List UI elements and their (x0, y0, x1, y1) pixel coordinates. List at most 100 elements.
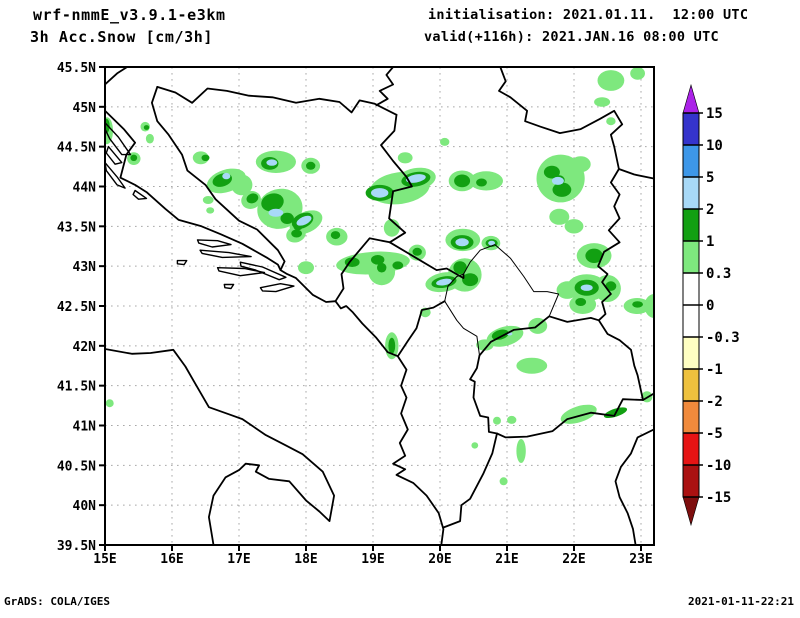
colorbar-arrow-top (682, 83, 700, 114)
coastline (614, 428, 654, 545)
valid-time-label: valid(+116h): 2021.JAN.16 08:00 UTC (424, 29, 719, 45)
snow-blob-light (516, 439, 526, 463)
snow-blob-light (499, 477, 508, 486)
snow-blob-dark (306, 161, 316, 170)
colorbar-label: 5 (706, 170, 714, 186)
snow-blob-heavy (296, 215, 312, 226)
colorbar-segment (683, 145, 699, 177)
snow-blob-light (560, 404, 597, 424)
island-outline (132, 189, 148, 200)
snow-blob-dark (388, 337, 396, 354)
snow-blob-dark (575, 298, 587, 306)
x-tick-label: 15E (93, 552, 116, 567)
colorbar-segment (683, 433, 699, 465)
colorbar-segment (683, 305, 699, 337)
snow-blob-light (105, 399, 114, 408)
snow-blob-dark (261, 193, 284, 212)
y-tick-label: 42.5N (57, 300, 96, 315)
y-tick-label: 45N (73, 101, 97, 116)
snow-blob-light (597, 70, 625, 91)
snow-blob-heavy (406, 174, 426, 183)
colorbar-segment (683, 209, 699, 241)
snow-blob-heavy (266, 159, 278, 166)
island-outline (105, 122, 132, 156)
snow-blob-dark (280, 212, 294, 224)
snow-blob-dark (476, 178, 487, 187)
colorbar: 15 10 5 2 1 0.3 0 -0.3 -1 -2 -5 -10 -15 (682, 83, 740, 527)
y-tick-label: 42N (73, 340, 97, 355)
field-title: 3h Acc.Snow [cm/3h] (30, 28, 213, 46)
island-outline (223, 283, 235, 290)
y-tick-label: 40.5N (57, 459, 96, 474)
country-border (396, 300, 446, 358)
country-border (380, 113, 413, 244)
country-border (156, 86, 398, 116)
coastline (105, 109, 445, 545)
country-border (498, 67, 624, 170)
snow-blob-heavy (268, 208, 284, 217)
snow-blob-light (440, 137, 450, 146)
island-outline (176, 259, 188, 266)
country-border (151, 86, 286, 271)
thin-border (444, 300, 480, 356)
snow-blob-light (231, 174, 253, 196)
colorbar-segment (683, 401, 699, 433)
snow-blob-heavy-layer (222, 159, 593, 336)
colorbar-label: -1 (706, 362, 723, 378)
snow-blob-light (471, 442, 479, 449)
y-tick-label: 44N (73, 180, 97, 195)
snow-blob-dark (491, 329, 509, 340)
y-tick-label: 43.5N (57, 220, 96, 235)
snow-blob-dark (371, 254, 385, 265)
snow-blob-heavy (580, 284, 593, 291)
colorbar-label: 15 (706, 106, 723, 122)
colorbar-label: -15 (706, 490, 731, 506)
snow-blob-dark (552, 182, 572, 197)
x-tick-label: 21E (495, 552, 518, 567)
country-border (597, 168, 621, 322)
snow-blob-dark (291, 229, 302, 238)
y-tick-label: 39.5N (57, 539, 96, 554)
colorbar-label: 0 (706, 298, 714, 314)
snow-blob-heavy (455, 238, 469, 247)
island-outline (239, 261, 287, 281)
y-tick-label: 40N (73, 499, 97, 514)
colorbar-label: -10 (706, 458, 731, 474)
snow-blob-light (564, 219, 584, 234)
y-tick-label: 44.5N (57, 141, 96, 156)
snow-blob-dark (632, 301, 643, 308)
snow-blob-light (298, 261, 314, 275)
island-outline (216, 267, 266, 277)
colorbar-segment (683, 369, 699, 401)
x-tick-label: 17E (227, 552, 250, 567)
country-border (334, 237, 391, 303)
x-tick-label: 19E (361, 552, 384, 567)
snow-blob-dark (462, 273, 479, 287)
island-outline (259, 283, 295, 293)
colorbar-segment (683, 465, 699, 497)
snow-blob-dark (585, 248, 603, 263)
colorbar-label: 1 (706, 234, 714, 250)
country-border (105, 67, 128, 86)
snow-shading (105, 67, 654, 486)
colorbar-segment (683, 241, 699, 273)
colorbar-label: -2 (706, 394, 723, 410)
snow-blob-heavy (488, 240, 495, 246)
colorbar-label: 0.3 (706, 266, 731, 282)
snow-blob-heavy (222, 172, 231, 180)
snow-blob-light (606, 117, 616, 126)
snow-blob-light (594, 97, 611, 107)
snow-blob-dark (392, 261, 404, 270)
snow-blob-heavy (551, 176, 564, 185)
colorbar-label: -0.3 (706, 330, 740, 346)
snow-blob-light (397, 152, 413, 164)
x-tick-label: 20E (428, 552, 451, 567)
snow-blob-light (192, 151, 209, 165)
snow-blob-light (549, 208, 570, 225)
country-border (642, 392, 654, 401)
snow-blob-light (630, 67, 645, 80)
colorbar-label: 10 (706, 138, 723, 154)
snow-blob-dark (130, 154, 138, 161)
